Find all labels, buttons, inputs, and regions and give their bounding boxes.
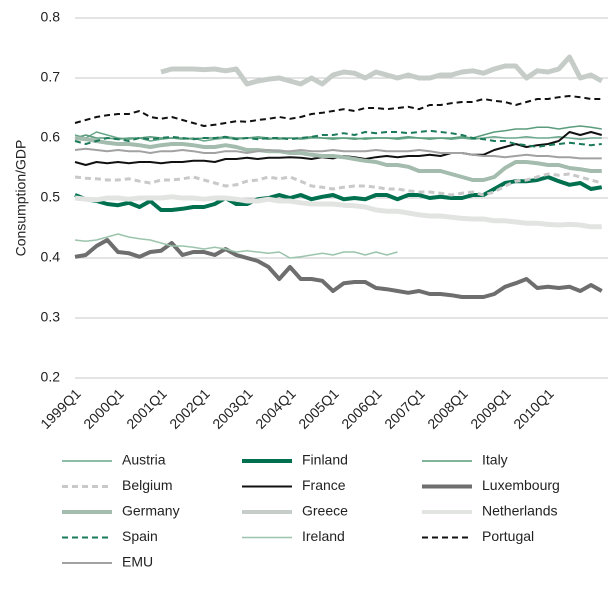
y-tick-label: 0.8 [41,9,61,25]
x-tick-label: 2009Q1 [467,385,514,432]
y-tick-label: 0.7 [41,69,61,85]
legend-label: Austria [122,452,166,468]
x-tick-label: 1999Q1 [37,385,84,432]
series-line [74,172,603,197]
legend-label: Spain [122,528,158,544]
x-tick-label: 2007Q1 [381,385,428,432]
legend-label: Italy [482,452,508,468]
x-tick-label: 2006Q1 [338,385,385,432]
y-tick-label: 0.6 [41,129,61,145]
series-line [74,125,602,140]
x-tick-label: 2003Q1 [209,385,256,432]
y-tick-label: 0.4 [41,249,61,265]
series-line [74,194,602,230]
series-line [74,129,602,148]
legend-label: Portugal [482,528,534,544]
series-line [74,147,602,160]
series-line [74,95,602,127]
y-tick-label: 0.5 [41,189,61,205]
x-tick-label: 2004Q1 [252,385,299,432]
y-tick-label: 0.2 [41,369,61,385]
legend-label: Belgium [122,477,173,493]
x-tick-label: 2008Q1 [424,385,471,432]
legend-label: Ireland [302,528,345,544]
legend-label: EMU [122,554,153,570]
x-tick-label: 2010Q1 [510,385,557,432]
series-line [74,136,602,182]
x-tick-label: 2001Q1 [123,385,170,432]
series-line [160,54,603,87]
legend-label: Netherlands [482,503,558,519]
y-tick-label: 0.3 [41,309,61,325]
series-line [74,233,398,259]
x-tick-label: 2002Q1 [166,385,213,432]
x-tick-label: 2000Q1 [80,385,127,432]
series-line [74,238,603,299]
legend-label: Greece [302,503,348,519]
x-tick-label: 2005Q1 [295,385,342,432]
legend-label: Germany [122,503,180,519]
legend-label: Luxembourg [482,477,560,493]
series-line [74,175,603,212]
legend-label: France [302,477,346,493]
y-axis-label: Consumption/GDP [13,140,29,257]
legend-label: Finland [302,452,348,468]
